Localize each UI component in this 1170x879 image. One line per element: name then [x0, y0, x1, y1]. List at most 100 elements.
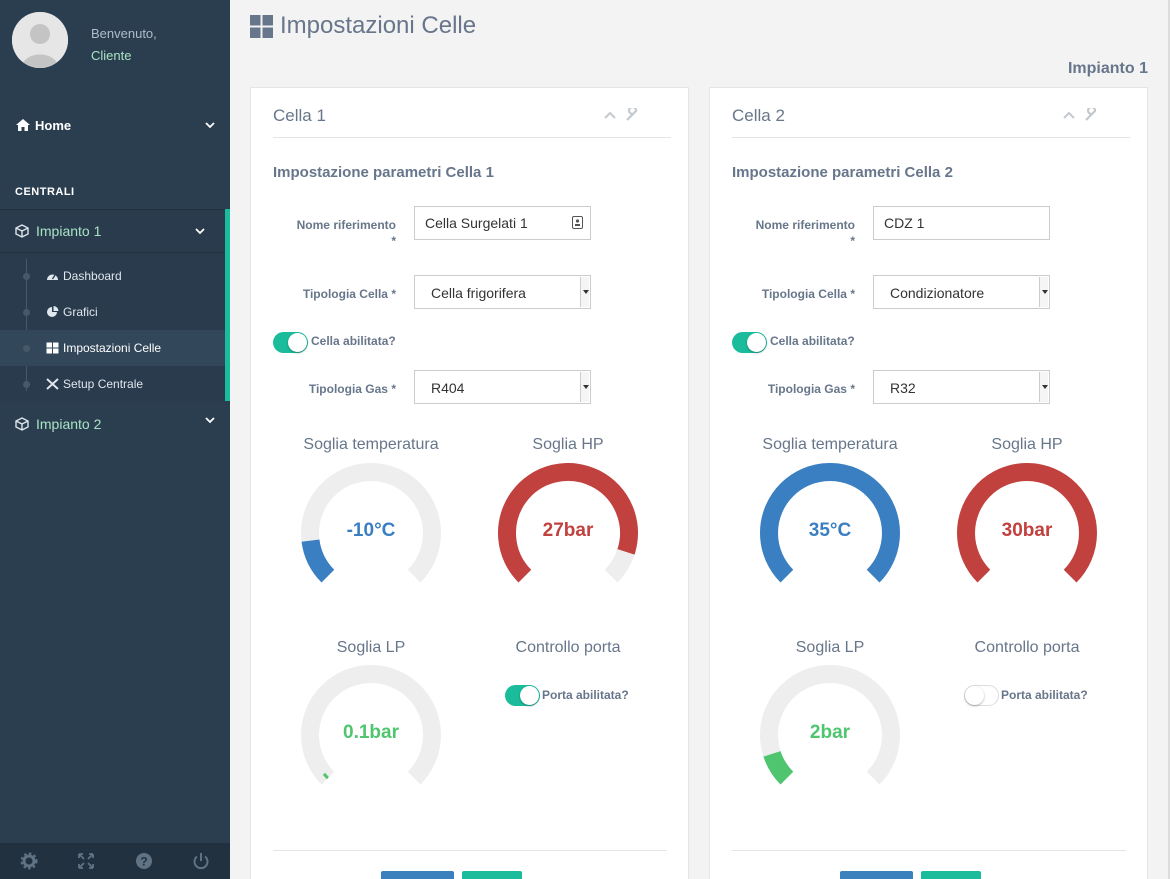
sidebar-item-label: Setup Centrale [63, 377, 144, 391]
gauge-hp[interactable]: 27bar [498, 463, 638, 603]
cell-card-1: Cella 1 Impostazione parametri Cella 1 N… [250, 87, 689, 879]
submenu-dot [23, 381, 30, 388]
gauge-temperature[interactable]: 35°C [760, 463, 900, 603]
sidebar-item-impostazioni-celle[interactable]: Impostazioni Celle [0, 330, 225, 366]
tipologia-cella-label: Tipologia Cella * [302, 287, 396, 301]
sidebar-item-label: Grafici [63, 305, 98, 319]
sidebar-item-impianto-2[interactable]: Impianto 2 [0, 405, 230, 443]
page-subtitle: Impianto 1 [1067, 60, 1148, 77]
card-header: Cella 2 [732, 104, 1130, 138]
avatar[interactable] [12, 12, 68, 68]
gauge-lp-title: Soglia LP [336, 639, 406, 656]
porta-abilitata-toggle[interactable] [964, 685, 999, 706]
cube-icon [15, 224, 29, 238]
card-title: Cella 1 [273, 106, 326, 125]
gauge-arc [957, 463, 1097, 583]
tipologia-cella-value: Condizionatore [890, 285, 985, 301]
chevron-down-icon[interactable] [205, 120, 215, 130]
porta-abilitata-toggle[interactable] [505, 685, 540, 706]
nome-riferimento-input[interactable] [873, 206, 1050, 240]
scrollbar[interactable] [1168, 0, 1170, 879]
save-button[interactable] [840, 871, 913, 879]
home-icon [16, 119, 30, 131]
gauge-lp[interactable]: 2bar [760, 665, 900, 805]
gauge-arc [760, 665, 900, 785]
toggle-knob [747, 333, 766, 352]
sidebar-item-label: Impostazioni Celle [63, 341, 162, 355]
gauge-temperature[interactable]: -10°C [301, 463, 441, 603]
chevron-down-icon[interactable] [205, 415, 215, 425]
gauge-fill [957, 463, 1097, 583]
card-header: Cella 1 [273, 104, 671, 138]
apply-button[interactable] [921, 871, 981, 879]
save-button[interactable] [381, 871, 454, 879]
chevron-down-icon[interactable] [195, 226, 205, 236]
gauge-track [760, 665, 900, 785]
sidebar-footer: ? [0, 843, 230, 879]
gauge-temp-title: Soglia temperatura [303, 436, 439, 453]
sidebar-item-impianto-2-label: Impianto 2 [36, 416, 102, 432]
gear-icon[interactable] [20, 852, 38, 870]
gauge-fill [498, 463, 638, 583]
tipologia-gas-select[interactable]: R404 [414, 370, 591, 404]
gauge-lp[interactable]: 0.1bar [301, 665, 441, 805]
sidebar-item-grafici[interactable]: Grafici [0, 294, 225, 330]
nome-riferimento-label-text: Nome riferimento [755, 218, 855, 232]
tipologia-gas-label: Tipologia Gas * [308, 382, 396, 396]
gauge-value: 27bar [542, 520, 594, 541]
controllo-porta-title: Controllo porta [515, 639, 621, 656]
submenu-dot [23, 345, 30, 352]
cube-icon [15, 417, 29, 431]
porta-abilitata-label: Porta abilitata? [542, 688, 629, 702]
grid-icon [46, 342, 59, 354]
gauge-hp[interactable]: 30bar [957, 463, 1097, 603]
nome-riferimento-input[interactable] [414, 206, 591, 240]
sidebar-item-setup-centrale[interactable]: Setup Centrale [0, 366, 225, 402]
tipologia-gas-select[interactable]: R32 [873, 370, 1050, 404]
sidebar: Benvenuto, Cliente Home CENTRALI Impiant… [0, 0, 230, 879]
fullscreen-icon[interactable] [77, 852, 95, 870]
sidebar-group-impianto-1: Impianto 1 Dashboard Grafici Impostazion… [0, 209, 230, 401]
dashboard-icon [47, 274, 58, 280]
username-link[interactable]: Cliente [91, 48, 132, 63]
gauge-fill [760, 463, 900, 583]
gauge-lp-title: Soglia LP [795, 639, 865, 656]
required-mark: * [391, 234, 396, 248]
toggle-knob [520, 686, 539, 705]
sidebar-item-impianto-1[interactable]: Impianto 1 [0, 209, 225, 253]
select-arrow-icon [1039, 277, 1048, 307]
wrench-icon[interactable] [625, 108, 639, 122]
nome-riferimento-label-text: Nome riferimento [296, 218, 396, 232]
card-tools [603, 108, 639, 122]
wrench-icon[interactable] [1084, 108, 1098, 122]
submenu-dot [23, 309, 30, 316]
gauge-arc [301, 665, 441, 785]
porta-abilitata-label: Porta abilitata? [1001, 688, 1088, 702]
nav-home[interactable]: Home [0, 108, 230, 142]
gauge-arc [301, 463, 441, 583]
cella-abilitata-label: Cella abilitata? [311, 334, 396, 348]
tipologia-cella-select[interactable]: Cella frigorifera [414, 275, 591, 309]
tipologia-gas-value: R404 [431, 380, 465, 396]
svg-text:?: ? [140, 855, 147, 869]
nome-riferimento-label: Nome riferimento * [266, 217, 396, 249]
gauge-arc [498, 463, 638, 583]
pie-chart-icon [47, 306, 59, 317]
cella-abilitata-toggle[interactable] [273, 332, 308, 353]
tipologia-cella-select[interactable]: Condizionatore [873, 275, 1050, 309]
power-icon[interactable] [192, 852, 210, 870]
apply-button[interactable] [462, 871, 522, 879]
gauge-fill [322, 772, 329, 780]
user-avatar-icon [12, 12, 68, 68]
sidebar-item-dashboard[interactable]: Dashboard [0, 258, 225, 294]
toggle-knob [965, 686, 984, 705]
gauge-temp-title: Soglia temperatura [762, 436, 898, 453]
tipologia-cella-value: Cella frigorifera [431, 285, 526, 301]
chevron-up-icon[interactable] [603, 108, 617, 122]
cella-abilitata-label: Cella abilitata? [770, 334, 855, 348]
cella-abilitata-toggle[interactable] [732, 332, 767, 353]
contact-card-icon[interactable] [572, 216, 583, 229]
chevron-up-icon[interactable] [1062, 108, 1076, 122]
section-label: Impostazione parametri Cella 2 [732, 164, 953, 181]
help-icon[interactable]: ? [135, 852, 153, 870]
